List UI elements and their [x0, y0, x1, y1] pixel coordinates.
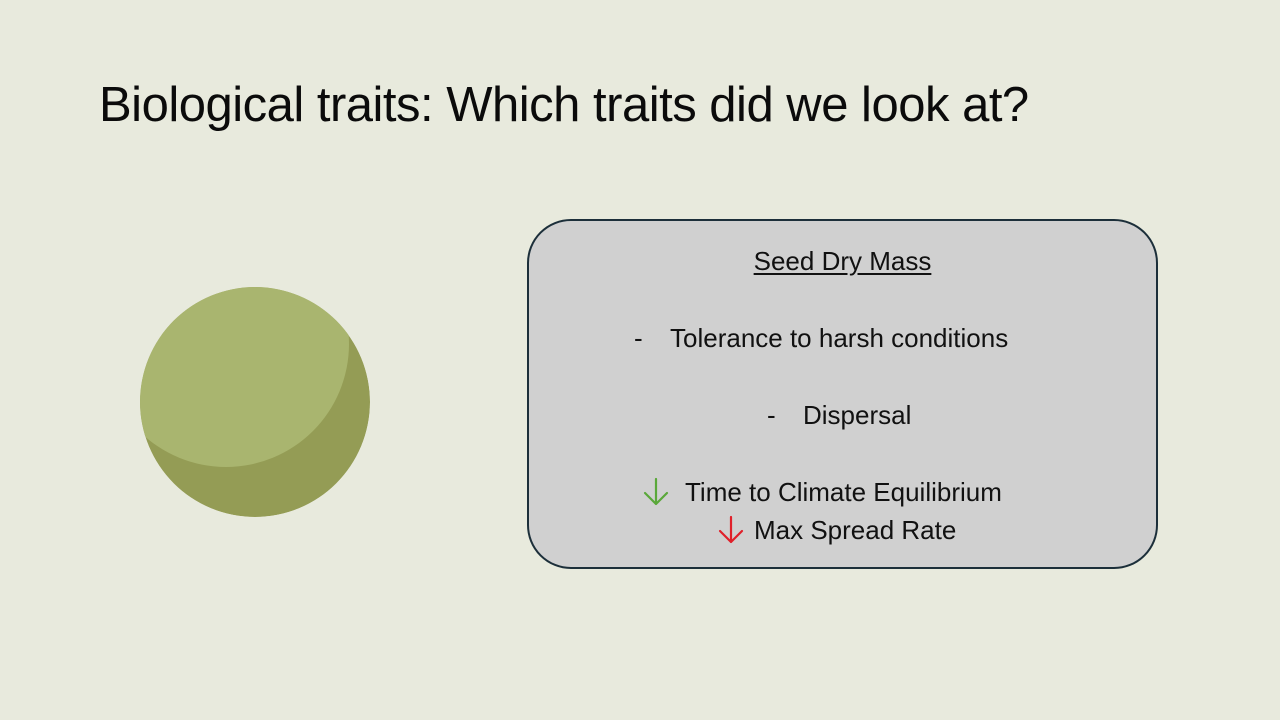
effect-text: Time to Climate Equilibrium	[685, 477, 1002, 507]
bullet-dispersal: - Dispersal	[767, 397, 911, 433]
bullet-tolerance: - Tolerance to harsh conditions	[634, 320, 1008, 356]
effect-time-to-climate-equilibrium: Time to Climate Equilibrium	[643, 474, 1002, 510]
down-arrow-icon	[643, 477, 669, 506]
seed-highlight	[140, 287, 349, 467]
bullet-marker: -	[634, 323, 643, 353]
bullet-marker: -	[767, 400, 776, 430]
slide-title: Biological traits: Which traits did we l…	[99, 78, 1029, 132]
bullet-text: Dispersal	[803, 400, 912, 430]
bullet-text: Tolerance to harsh conditions	[670, 323, 1009, 353]
seed-illustration	[140, 287, 370, 517]
effect-max-spread-rate: Max Spread Rate	[718, 512, 956, 548]
trait-heading: Seed Dry Mass	[753, 246, 932, 276]
down-arrow-icon	[718, 515, 744, 544]
effect-text: Max Spread Rate	[754, 515, 957, 545]
trait-box	[527, 219, 1158, 569]
